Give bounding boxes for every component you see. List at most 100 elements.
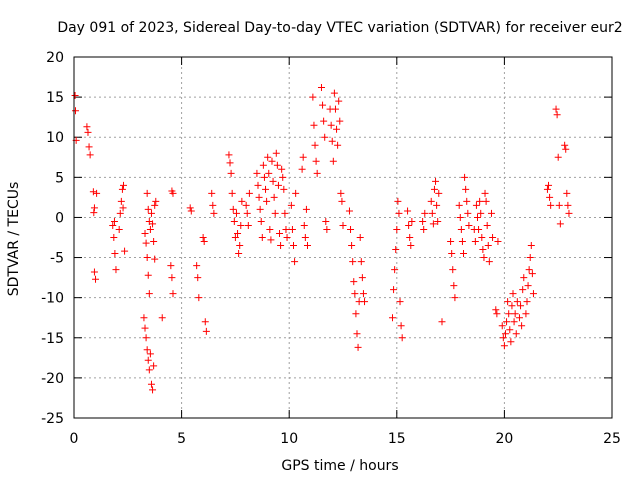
data-point [86, 151, 94, 159]
data-point [479, 246, 487, 254]
data-point [543, 185, 551, 193]
y-tick-label: -10 [41, 291, 64, 307]
data-point [322, 217, 330, 225]
data-point [309, 93, 317, 101]
data-point [555, 201, 563, 209]
data-point [335, 97, 343, 105]
data-point [529, 290, 537, 298]
data-point [320, 117, 328, 125]
data-point [392, 246, 400, 254]
data-point [92, 275, 100, 283]
data-point [523, 298, 531, 306]
data-point [458, 238, 466, 246]
data-point [266, 225, 274, 233]
data-point [483, 221, 491, 229]
data-point [301, 234, 309, 241]
data-point [465, 221, 473, 229]
data-point [499, 334, 507, 342]
data-point [208, 189, 216, 197]
data-point [351, 290, 359, 298]
data-point [225, 151, 233, 159]
data-point [430, 185, 438, 193]
data-point [524, 282, 532, 290]
data-point [259, 161, 267, 169]
data-point [461, 173, 469, 181]
data-point [333, 125, 341, 133]
y-tick-label: 15 [46, 90, 64, 106]
data-point [478, 234, 486, 241]
y-tick-label: -20 [41, 371, 64, 387]
data-point [494, 238, 502, 246]
data-point [152, 197, 160, 205]
data-point [144, 356, 152, 364]
data-point [90, 209, 98, 217]
data-point [520, 274, 528, 282]
data-point [93, 189, 101, 197]
data-point [419, 217, 427, 225]
data-point [143, 189, 151, 197]
data-point [276, 229, 284, 237]
data-point [89, 188, 97, 196]
data-point [84, 128, 92, 136]
data-point [90, 204, 98, 212]
data-point [210, 209, 218, 217]
y-axis-label: SDTVAR / TECUs [6, 182, 22, 297]
y-tick-label: -15 [41, 331, 64, 347]
data-point [482, 197, 490, 205]
data-point [228, 189, 236, 197]
data-point [260, 173, 268, 181]
data-point [510, 318, 518, 326]
data-point [337, 189, 345, 197]
data-point [141, 229, 149, 237]
data-point [319, 101, 327, 109]
data-point [195, 294, 203, 302]
data-point [271, 209, 279, 217]
data-point [500, 342, 508, 350]
data-point [329, 157, 337, 165]
data-point [451, 294, 459, 302]
data-point [565, 209, 573, 217]
data-point [230, 217, 238, 225]
data-point [404, 207, 412, 215]
data-point [226, 159, 234, 167]
data-point [118, 185, 126, 193]
data-point [270, 193, 278, 201]
data-point [348, 242, 356, 250]
data-point [328, 137, 336, 145]
data-point [438, 318, 446, 326]
y-tick-label: 0 [55, 210, 64, 226]
data-point [151, 201, 159, 209]
data-point [229, 205, 237, 213]
data-point [432, 177, 440, 185]
data-point [434, 217, 442, 225]
data-point [268, 157, 276, 165]
data-point [111, 250, 119, 258]
data-point [507, 338, 515, 346]
data-point [336, 117, 344, 125]
y-tick-label: 5 [55, 170, 64, 186]
data-point [484, 242, 492, 250]
data-point [145, 290, 153, 298]
data-point [282, 225, 290, 233]
data-point [264, 153, 272, 161]
data-point [357, 258, 365, 266]
data-point [394, 197, 402, 205]
data-point [169, 290, 177, 298]
data-point [277, 242, 285, 250]
data-point [298, 165, 306, 173]
data-point [480, 254, 488, 262]
y-tick-label: 20 [46, 50, 64, 66]
data-point [287, 201, 295, 209]
data-point [433, 201, 441, 209]
data-point [397, 322, 405, 330]
y-tick-label: -5 [50, 251, 64, 267]
data-point [243, 209, 251, 217]
data-point [501, 330, 509, 338]
data-point [477, 209, 485, 217]
data-point [209, 201, 217, 209]
data-point [279, 173, 287, 181]
x-tick-label: 15 [388, 431, 406, 447]
data-point [115, 225, 123, 233]
data-point [515, 314, 523, 322]
data-point [158, 314, 166, 322]
